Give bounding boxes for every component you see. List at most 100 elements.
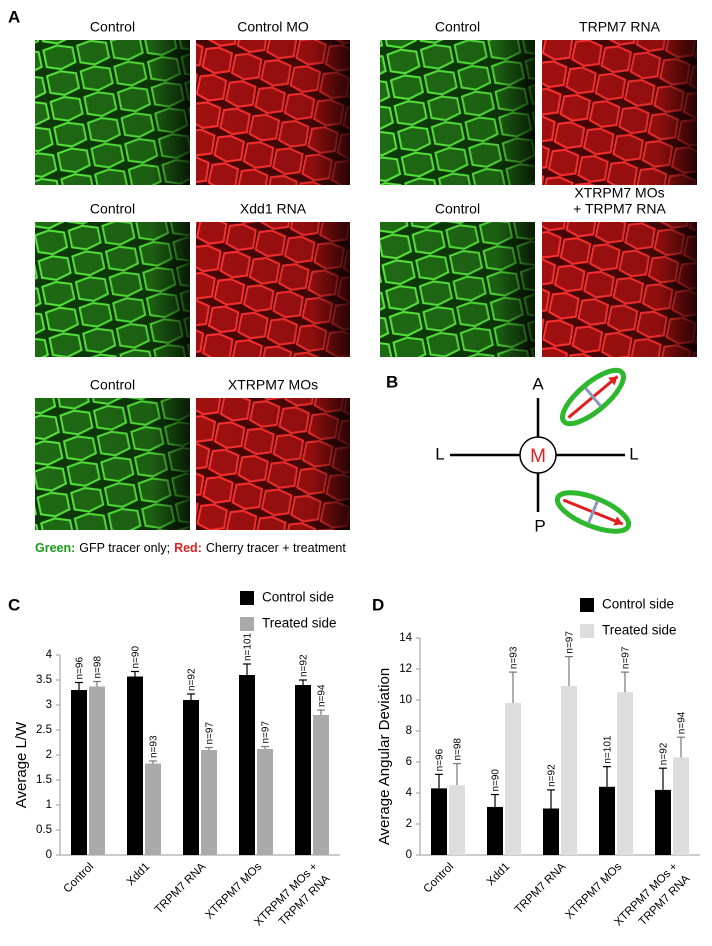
- micrograph-shade: [196, 40, 350, 185]
- bar: [183, 700, 199, 855]
- y-axis-label: Average L/W: [13, 721, 30, 808]
- n-label: n=92: [659, 742, 670, 765]
- legend-label: Treated side: [602, 623, 677, 638]
- bar: [599, 786, 615, 855]
- image-label: Control: [90, 19, 135, 35]
- image-label: Control: [435, 201, 480, 217]
- n-label: n=101: [603, 735, 614, 764]
- image-label: + TRPM7 RNA: [573, 201, 666, 217]
- y-tick-label: 3.5: [36, 674, 52, 686]
- y-tick-label: 1.5: [36, 774, 52, 786]
- diagram-label: L: [435, 444, 444, 463]
- legend-swatch: [240, 591, 254, 605]
- x-tick-label: Control: [62, 861, 97, 896]
- bar: [239, 675, 255, 855]
- diagram-label: L: [629, 444, 638, 463]
- caption: Green: GFP tracer only; Red: Cherry tracer …: [35, 541, 346, 555]
- bar: [71, 690, 87, 855]
- legend-swatch: [240, 617, 254, 631]
- panel-label: C: [8, 595, 20, 614]
- image-label: Xdd1 RNA: [240, 201, 307, 217]
- y-tick-label: 6: [406, 756, 412, 768]
- y-tick-label: 2: [46, 749, 52, 761]
- diagram-label: A: [532, 374, 544, 393]
- micrograph-shade: [196, 222, 350, 357]
- n-label: n=97: [565, 631, 576, 654]
- bar: [257, 749, 273, 855]
- legend-label: Control side: [602, 597, 674, 612]
- y-tick-label: 2: [406, 818, 412, 830]
- diagram-center: M: [530, 446, 546, 467]
- y-tick-label: 4: [406, 787, 413, 799]
- n-label: n=93: [149, 735, 160, 758]
- micrograph-shade: [196, 398, 350, 530]
- y-tick-label: 4: [46, 649, 53, 661]
- micrograph-shade: [380, 222, 535, 357]
- y-tick-label: 3: [46, 699, 52, 711]
- legend-label: Control side: [262, 590, 334, 605]
- micrograph-shade: [542, 40, 697, 185]
- bar: [487, 806, 503, 855]
- y-tick-label: 0.5: [36, 824, 52, 836]
- bar: [505, 703, 521, 855]
- y-tick-label: 12: [399, 663, 412, 675]
- n-label: n=94: [317, 684, 328, 707]
- x-tick-label: TRPM7 RNA: [153, 861, 209, 917]
- bar: [673, 757, 689, 855]
- micrograph-shade: [35, 222, 190, 357]
- x-tick-label: TRPM7 RNA: [513, 861, 569, 917]
- bar: [145, 763, 161, 855]
- n-label: n=90: [491, 769, 502, 792]
- image-label: Control: [90, 201, 135, 217]
- n-label: n=101: [243, 632, 254, 661]
- caption-text: GFP tracer only;: [79, 541, 170, 555]
- image-label: XTRPM7 MOs: [574, 185, 664, 201]
- n-label: n=98: [93, 656, 104, 679]
- diagram: [450, 367, 632, 534]
- n-label: n=93: [509, 646, 520, 669]
- bar: [561, 686, 577, 855]
- image-label: Control MO: [237, 19, 309, 35]
- bar: [431, 788, 447, 855]
- n-label: n=90: [131, 646, 142, 669]
- n-label: n=96: [75, 657, 86, 680]
- bar: [449, 785, 465, 855]
- image-label: TRPM7 RNA: [579, 19, 661, 35]
- x-tick-label: XTRPM7 MOs: [203, 861, 264, 922]
- bar: [89, 686, 105, 855]
- n-label: n=97: [205, 722, 216, 745]
- bar: [655, 789, 671, 855]
- x-tick-label: Control: [422, 861, 457, 896]
- y-tick-label: 0: [46, 849, 52, 861]
- micrograph-shade: [380, 40, 535, 185]
- n-label: n=92: [547, 764, 558, 787]
- y-tick-label: 1: [46, 799, 52, 811]
- bar: [543, 808, 559, 855]
- legend-label: Treated side: [262, 616, 337, 631]
- y-axis-label: Average Angular Deviation: [376, 668, 393, 845]
- panel-label: A: [8, 7, 20, 26]
- legend-swatch: [580, 598, 594, 612]
- micrograph-shade: [35, 40, 190, 185]
- n-label: n=92: [299, 654, 310, 677]
- caption-red-label: Red:: [174, 541, 202, 555]
- x-tick-label: XTRPM7 MOs: [563, 861, 624, 922]
- n-label: n=96: [435, 748, 446, 771]
- caption-green-label: Green:: [35, 541, 75, 555]
- panel-label: D: [372, 595, 384, 614]
- legend-swatch: [580, 624, 594, 638]
- bar: [201, 750, 217, 855]
- bar: [313, 715, 329, 855]
- y-tick-label: 14: [399, 632, 412, 644]
- image-label: XTRPM7 MOs: [228, 377, 318, 393]
- n-label: n=97: [261, 721, 272, 744]
- n-label: n=92: [187, 668, 198, 691]
- n-label: n=98: [453, 738, 464, 761]
- n-label: n=97: [621, 646, 632, 669]
- y-tick-label: 2.5: [36, 724, 52, 736]
- n-label: n=94: [677, 711, 688, 734]
- micrograph-shade: [35, 398, 190, 530]
- y-tick-label: 0: [406, 849, 412, 861]
- x-tick-label: Xdd1: [485, 861, 512, 888]
